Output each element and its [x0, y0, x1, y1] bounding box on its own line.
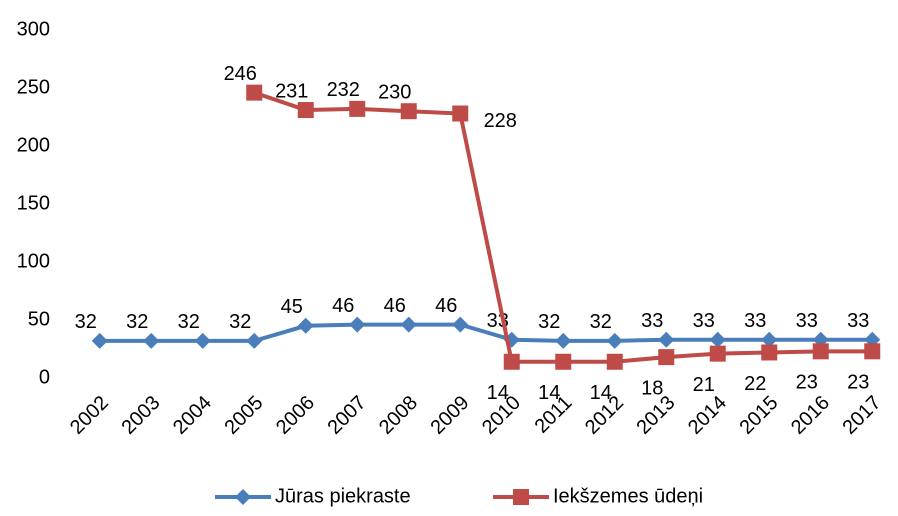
data-label: 33 [641, 310, 663, 332]
marker [658, 331, 675, 348]
y-tick-label: 150 [17, 192, 50, 214]
data-label: 33 [847, 310, 869, 332]
marker [246, 84, 263, 101]
marker [349, 100, 366, 117]
series-line [253, 90, 873, 364]
data-label: 23 [796, 372, 818, 394]
data-label: 32 [178, 311, 200, 333]
marker [194, 332, 211, 349]
marker [452, 316, 469, 333]
legend-marker [513, 489, 529, 505]
marker [400, 103, 417, 120]
data-label: 232 [327, 79, 360, 101]
data-label: 32 [75, 311, 97, 333]
marker [864, 343, 881, 360]
x-tick-label: 2003 [117, 392, 164, 439]
x-tick-label: 2005 [220, 392, 267, 439]
data-label: 46 [384, 295, 406, 317]
data-label: 21 [693, 374, 715, 396]
marker [349, 316, 366, 333]
marker [658, 349, 675, 366]
data-label: 32 [590, 311, 612, 333]
data-label: 18 [641, 377, 663, 399]
x-tick-label: 2004 [169, 392, 216, 439]
data-label: 33 [796, 310, 818, 332]
x-tick-label: 2002 [66, 392, 113, 439]
y-tick-label: 250 [17, 76, 50, 98]
data-label: 14 [487, 382, 509, 404]
marker [246, 332, 263, 349]
x-tick-label: 2009 [426, 392, 473, 439]
marker [761, 344, 778, 361]
marker [709, 345, 726, 362]
data-label: 32 [538, 311, 560, 333]
marker [606, 353, 623, 370]
marker [761, 331, 778, 348]
y-tick-label: 50 [28, 308, 50, 330]
data-label: 45 [281, 296, 303, 318]
x-tick-label: 2016 [787, 392, 834, 439]
marker [297, 317, 314, 334]
marker [606, 332, 623, 349]
data-label: 228 [484, 110, 517, 132]
y-tick-label: 0 [39, 366, 50, 388]
data-label: 46 [435, 295, 457, 317]
x-tick-label: 2006 [272, 392, 319, 439]
y-tick-label: 200 [17, 134, 50, 156]
marker [555, 332, 572, 349]
y-tick-label: 300 [17, 18, 50, 40]
x-tick-label: 2015 [735, 392, 782, 439]
data-label: 22 [744, 373, 766, 395]
marker [709, 331, 726, 348]
marker [555, 353, 572, 370]
data-label: 14 [590, 382, 612, 404]
data-label: 46 [332, 295, 354, 317]
series-line [99, 322, 873, 343]
marker [91, 332, 108, 349]
x-tick-label: 2007 [323, 392, 370, 439]
legend-label: Jūras piekraste [275, 485, 411, 507]
x-tick-label: 2008 [375, 392, 422, 439]
marker [812, 343, 829, 360]
x-tick-label: 2017 [838, 392, 885, 439]
marker [143, 332, 160, 349]
data-label: 23 [847, 372, 869, 394]
data-label: 230 [378, 81, 411, 103]
legend-label: Iekšzemes ūdeņi [553, 485, 703, 507]
legend-marker [235, 489, 251, 505]
data-label: 14 [538, 382, 560, 404]
data-label: 246 [224, 63, 257, 85]
data-label: 33 [693, 310, 715, 332]
marker [452, 105, 469, 122]
data-label: 32 [229, 311, 251, 333]
y-tick-label: 100 [17, 250, 50, 272]
data-label: 33 [744, 310, 766, 332]
marker [297, 102, 314, 119]
x-tick-label: 2014 [684, 392, 731, 439]
data-label: 32 [126, 311, 148, 333]
marker [400, 316, 417, 333]
data-label: 231 [275, 80, 308, 102]
marker [503, 353, 520, 370]
